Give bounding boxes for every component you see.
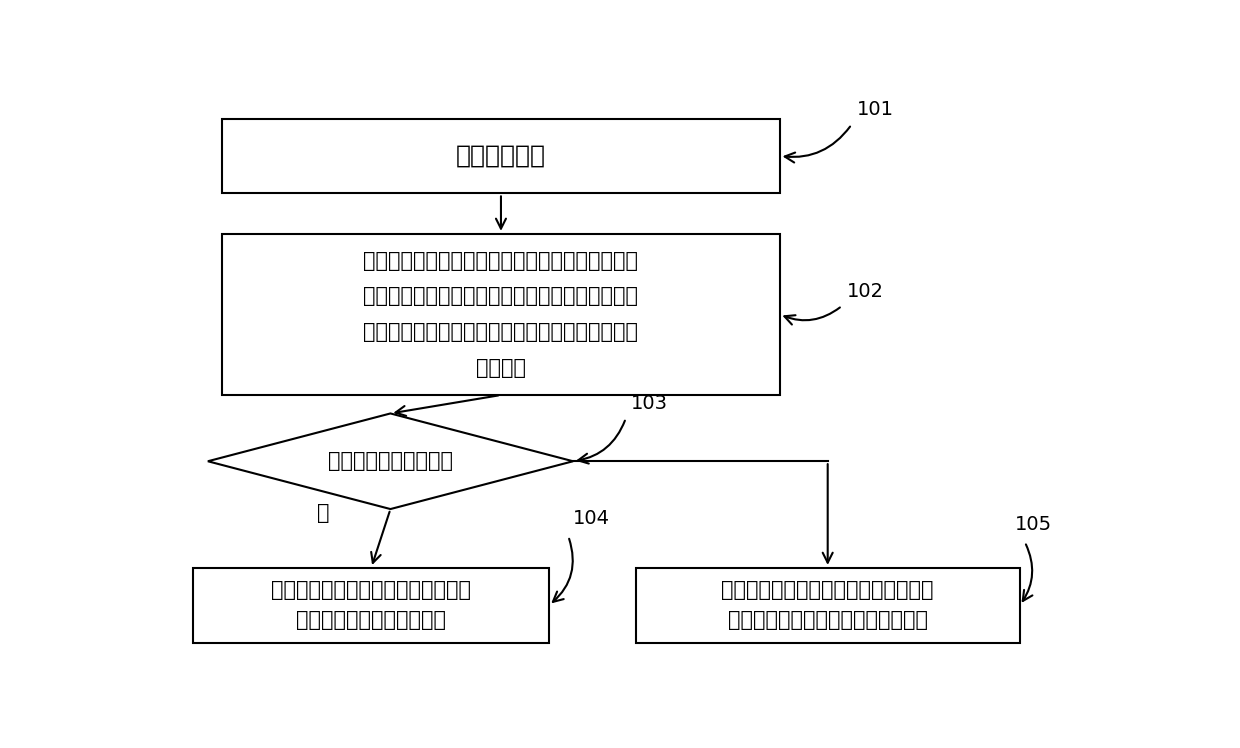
Bar [635, 568, 1021, 643]
Text: 至巡检人员佩戴的智能眼镜: 至巡检人员佩戴的智能眼镜 [296, 610, 446, 631]
Text: 103: 103 [631, 394, 667, 413]
Text: 是否偏离所述规划路径: 是否偏离所述规划路径 [327, 451, 453, 471]
Text: 进行比较: 进行比较 [476, 358, 526, 378]
Polygon shape [208, 414, 573, 509]
Bar [193, 568, 549, 643]
Text: 规划巡视路径: 规划巡视路径 [456, 144, 546, 168]
Text: 通过变电站巡检人员佩戴的智能眼镜实时跟踪变电: 通过变电站巡检人员佩戴的智能眼镜实时跟踪变电 [363, 251, 639, 271]
Text: 104: 104 [573, 509, 610, 528]
Text: 站巡检人员的巡检定位点，在智能感知运维平台上: 站巡检人员的巡检定位点，在智能感知运维平台上 [363, 286, 639, 307]
Text: 智能感知运维平台发送轨迹偏离信息: 智能感知运维平台发送轨迹偏离信息 [272, 580, 471, 600]
Text: 将所述巡检定位点与设置好的变电站内的规划路径: 将所述巡检定位点与设置好的变电站内的规划路径 [363, 322, 639, 343]
Bar [222, 119, 780, 194]
Text: 105: 105 [1016, 515, 1053, 534]
Text: 102: 102 [847, 282, 884, 301]
Text: 101: 101 [857, 100, 894, 120]
Text: 是: 是 [317, 503, 330, 523]
Text: 通过巡检人员佩戴的智能眼镜上传巡检: 通过巡检人员佩戴的智能眼镜上传巡检 [722, 580, 934, 600]
Bar [222, 233, 780, 395]
Text: 定位点巡视数据至智能感知运维平台: 定位点巡视数据至智能感知运维平台 [728, 610, 928, 631]
